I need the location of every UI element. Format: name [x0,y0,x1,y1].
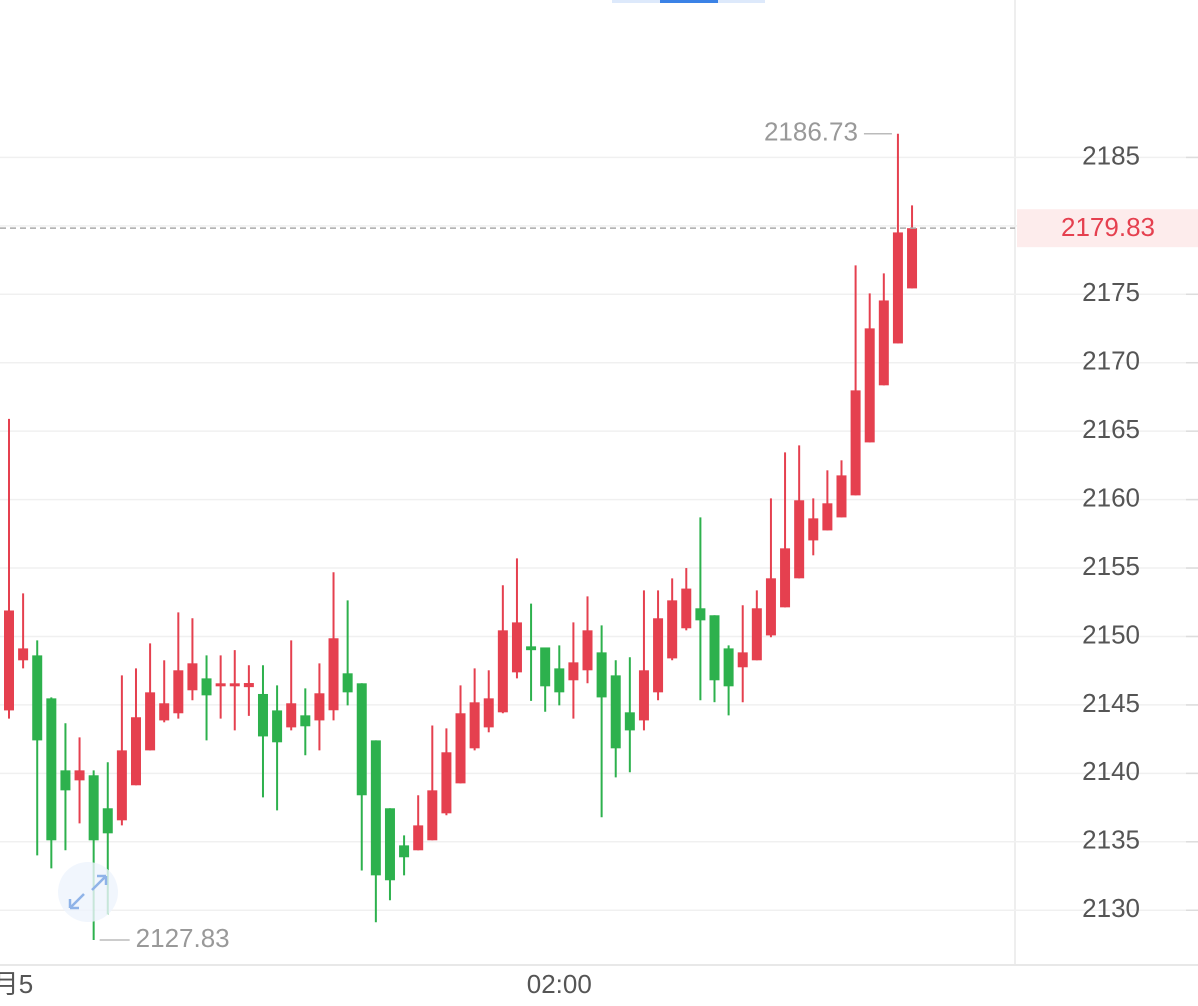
candle-body [751,608,762,661]
candle-body [18,648,29,661]
y-tick-label: 2150 [1082,619,1140,649]
candle-body [892,232,903,344]
candle-body [74,770,85,781]
candle-body [328,638,339,711]
candle-body [709,615,720,681]
candle-body [215,683,226,687]
candle-body [568,662,579,681]
candle-body [413,825,424,851]
candle-body [229,683,240,687]
candle-body [356,683,367,796]
grid [0,156,1198,911]
candle-body [653,618,664,693]
candle-body [384,808,395,881]
candle-body [469,702,480,749]
candle-body [610,675,621,749]
y-tick-label: 2145 [1082,688,1140,718]
candle-body [864,328,875,443]
candle-body [483,698,494,728]
candle-body [173,670,184,714]
y-tick-label: 2130 [1082,893,1140,923]
candle-body [850,390,861,496]
candle-body [907,228,918,289]
candle-body [497,630,508,713]
candle-body [159,703,170,721]
candle-body [427,790,438,841]
candle-body [554,668,565,693]
candle-body [399,845,410,858]
candle-body [145,692,156,751]
x-tick-label: 月5 [0,969,33,999]
min-label: 2127.83 [136,923,230,953]
y-tick-label: 2140 [1082,756,1140,786]
last-price-box [1017,209,1198,248]
candle-body [540,647,551,687]
candle-body [765,578,776,636]
candle-body [32,655,43,741]
max-label: 2186.73 [764,117,858,147]
candle-body [286,703,297,728]
y-tick-label: 2155 [1082,551,1140,581]
candle-body [370,740,381,876]
tab-indicator [660,0,718,3]
candle-body [116,750,127,821]
candle-body [60,770,71,791]
candle-body [441,752,452,814]
labels: 2130 2135 2140 2145 2150 2155 2160 2165 2170 2175… [0,117,1198,999]
candle-body [596,652,607,698]
candle-body [272,710,283,743]
candle-body [808,518,819,541]
y-tick-label: 2165 [1082,414,1140,444]
candle-body [4,610,14,711]
candle-body [638,670,649,721]
candle-body [780,548,791,608]
candle-body [314,693,325,721]
candle-body [667,600,678,659]
candle-body [88,775,99,841]
y-tick-label: 2170 [1082,346,1140,376]
y-tick-label: 2160 [1082,482,1140,512]
candle-body [878,300,889,386]
candle-body [737,652,748,668]
candle-body [455,713,466,784]
candles [0,133,1015,940]
candle-body [187,663,198,691]
y-tick-label: 2135 [1082,825,1140,855]
candle-body [243,683,254,688]
zoom-icon [68,874,108,910]
candle-body [822,503,833,531]
candle-body [511,622,522,673]
candle-body [257,693,268,737]
y-tick-label: 2185 [1082,140,1140,170]
candle-body [46,698,57,841]
candle-body [681,588,692,629]
candle-body [794,500,805,579]
candle-body [130,717,141,786]
candle-body [582,630,593,671]
candle-body [624,712,635,731]
candle-body [201,678,212,696]
x-tick-label: 02:00 [527,969,592,999]
y-tick-label: 2175 [1082,277,1140,307]
zoom-button[interactable] [58,862,118,922]
candle-body [723,648,734,687]
candle-body [102,808,113,834]
candle-body [342,673,353,693]
last-price-label: 2179.83 [1061,212,1155,242]
candle-body [526,646,537,651]
candle-body [695,608,706,621]
candle-body [300,715,311,727]
candle-body [836,475,847,518]
